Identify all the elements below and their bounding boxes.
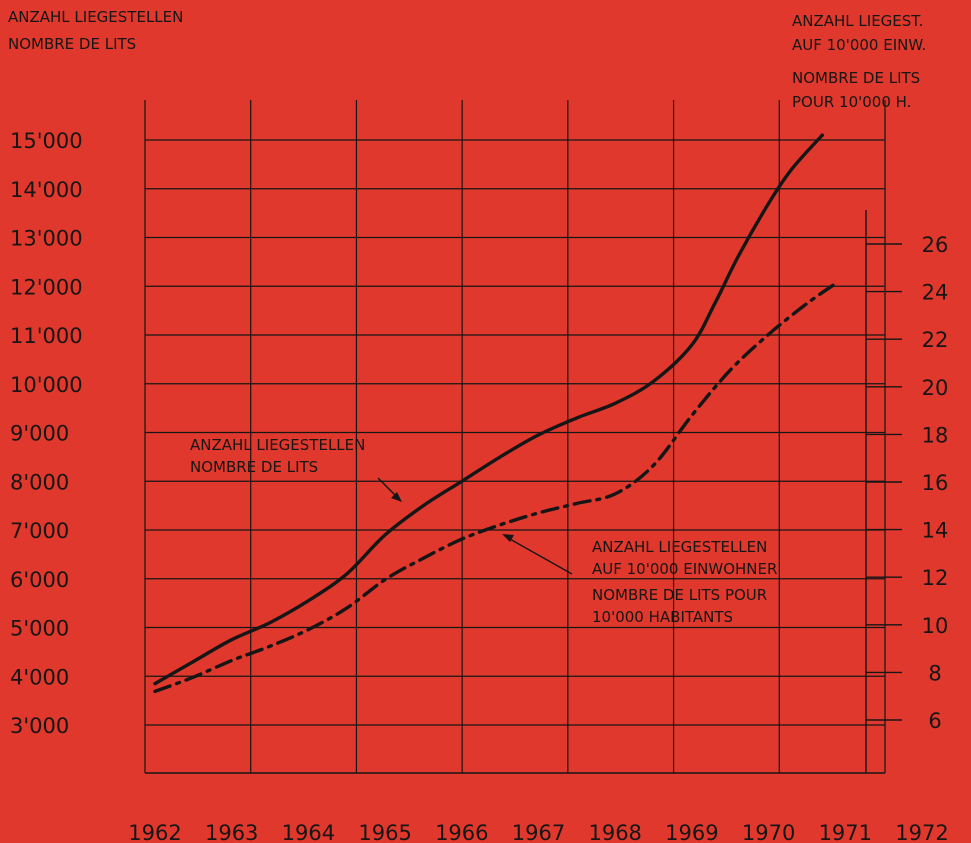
right-axis-title-line: POUR 10'000 H.: [792, 93, 911, 111]
x-axis-tick-label: 1966: [435, 821, 488, 843]
right-axis-title-line: ANZAHL LIEGEST.: [792, 12, 923, 30]
annotation-beds-per-10000-arrowhead: [502, 534, 514, 542]
left-axis-tick-label: 7'000: [10, 519, 69, 543]
series-line-beds: [153, 133, 824, 686]
left-axis-tick-label: 4'000: [10, 665, 69, 689]
series-line-beds-per-10000: [153, 280, 840, 694]
annotation-beds-per-10000-line: 10'000 HABITANTS: [592, 608, 733, 626]
x-axis-tick-label: 1963: [205, 821, 258, 843]
annotation-beds-per-10000-leader: [507, 537, 573, 575]
left-axis-tick-label: 13'000: [10, 227, 83, 251]
left-axis-title-line: NOMBRE DE LITS: [8, 35, 136, 53]
right-axis-tick-label: 22: [922, 328, 949, 352]
right-axis-tick-label: 6: [928, 709, 941, 733]
left-axis-tick-label: 11'000: [10, 324, 83, 348]
right-axis-tick-label: 10: [922, 614, 949, 638]
x-axis-tick-label: 1967: [512, 821, 565, 843]
x-axis-tick-label: 1962: [128, 821, 181, 843]
left-axis-tick-label: 12'000: [10, 275, 83, 299]
left-axis-tick-label: 5'000: [10, 617, 69, 641]
x-axis-tick-label: 1972: [895, 821, 948, 843]
left-axis-tick-label: 10'000: [10, 373, 83, 397]
left-axis-tick-label: 9'000: [10, 422, 69, 446]
annotation-beds-per-10000-line: ANZAHL LIEGESTELLEN: [592, 538, 767, 556]
x-axis-tick-label: 1971: [819, 821, 872, 843]
right-axis-tick-label: 26: [922, 233, 949, 257]
x-axis-tick-label: 1965: [358, 821, 411, 843]
annotation-beds-line: NOMBRE DE LITS: [190, 458, 318, 476]
right-axis-tick-label: 8: [928, 661, 941, 685]
right-axis-tick-label: 20: [922, 376, 949, 400]
x-axis-tick-label: 1968: [588, 821, 641, 843]
right-axis-tick-label: 18: [922, 423, 949, 447]
annotation-beds-per-10000-line: NOMBRE DE LITS POUR: [592, 586, 767, 604]
right-axis-tick-label: 24: [922, 281, 949, 305]
left-axis-tick-label: 8'000: [10, 470, 69, 494]
left-axis-title-line: ANZAHL LIEGESTELLEN: [8, 8, 183, 26]
right-axis-tick-label: 14: [922, 519, 949, 543]
x-axis-tick-label: 1969: [665, 821, 718, 843]
left-axis-tick-label: 3'000: [10, 714, 69, 738]
right-axis-tick-label: 12: [922, 566, 949, 590]
right-axis-title-line: AUF 10'000 EINW.: [792, 36, 926, 54]
right-axis-tick-label: 16: [922, 471, 949, 495]
x-axis-tick-label: 1964: [282, 821, 335, 843]
right-axis-title-line: NOMBRE DE LITS: [792, 69, 920, 87]
annotation-beds-arrowhead: [391, 492, 402, 502]
annotation-beds-line: ANZAHL LIEGESTELLEN: [190, 436, 365, 454]
left-axis-tick-label: 14'000: [10, 178, 83, 202]
left-axis-tick-label: 15'000: [10, 129, 83, 153]
x-axis-tick-label: 1970: [742, 821, 795, 843]
left-axis-tick-label: 6'000: [10, 568, 69, 592]
annotation-beds-per-10000-line: AUF 10'000 EINWOHNER: [592, 560, 777, 578]
